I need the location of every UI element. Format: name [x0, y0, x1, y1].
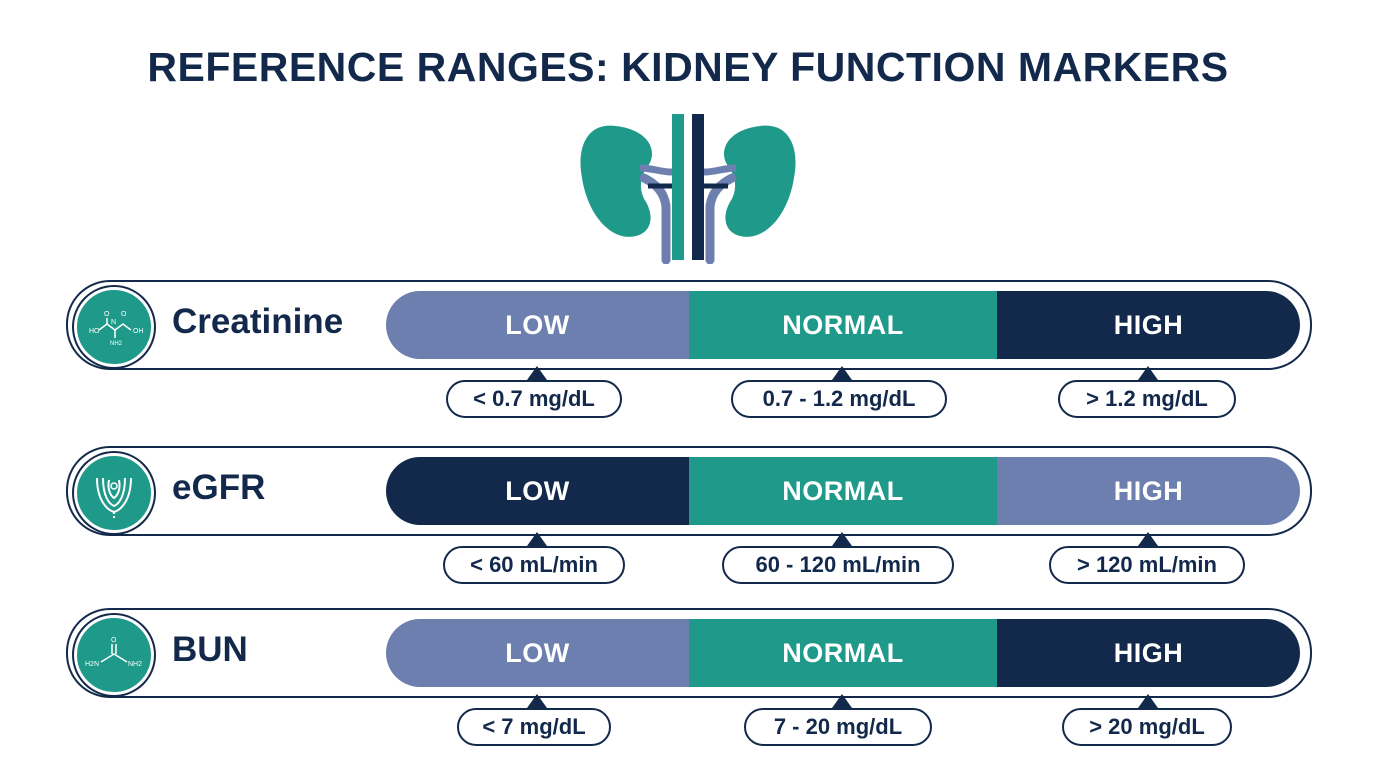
icon-label: O: [121, 311, 127, 318]
range-bar: LOW NORMAL HIGH: [386, 457, 1300, 525]
range-high: > 20 mg/dL: [1062, 708, 1232, 746]
segment-low: LOW: [386, 457, 689, 525]
range-normal: 60 - 120 mL/min: [722, 546, 954, 584]
marker-name: eGFR: [172, 468, 266, 507]
segment-normal: NORMAL: [689, 619, 997, 687]
marker-name: BUN: [172, 630, 248, 669]
range-bar: LOW NORMAL HIGH: [386, 291, 1300, 359]
icon-label: O: [104, 311, 110, 318]
icon-label: OH: [133, 328, 144, 335]
range-low: < 7 mg/dL: [457, 708, 611, 746]
range-low: < 60 mL/min: [443, 546, 625, 584]
pointer-low: [527, 694, 547, 708]
range-normal: 0.7 - 1.2 mg/dL: [731, 380, 947, 418]
creatinine-molecule-icon: HO N OH O NH2 O: [74, 287, 154, 367]
segment-normal: NORMAL: [689, 457, 997, 525]
segment-high: HIGH: [997, 619, 1300, 687]
segment-normal: NORMAL: [689, 291, 997, 359]
marker-row-creatinine: HO N OH O NH2 O Creatinine LOW NORMAL HI…: [66, 280, 1312, 418]
pointer-low: [527, 366, 547, 380]
range-normal: 7 - 20 mg/dL: [744, 708, 932, 746]
pointer-normal: [832, 532, 852, 546]
pointer-normal: [832, 366, 852, 380]
range-high: > 120 mL/min: [1049, 546, 1245, 584]
range-bar: LOW NORMAL HIGH: [386, 619, 1300, 687]
marker-row-egfr: eGFR LOW NORMAL HIGH < 60 mL/min 60 - 12…: [66, 446, 1312, 584]
icon-label: H2N: [85, 661, 99, 668]
pointer-high: [1138, 366, 1158, 380]
segment-low: LOW: [386, 619, 689, 687]
range-high: > 1.2 mg/dL: [1058, 380, 1236, 418]
icon-label: HO: [89, 328, 100, 335]
nephron-filter-icon: [74, 453, 154, 533]
page-title: REFERENCE RANGES: KIDNEY FUNCTION MARKER…: [147, 44, 1229, 90]
marker-name: Creatinine: [172, 302, 344, 341]
urea-molecule-icon: O H2N NH2: [74, 615, 154, 695]
pointer-low: [527, 532, 547, 546]
icon-label: NH2: [128, 661, 142, 668]
icon-label: N: [111, 319, 116, 326]
segment-high: HIGH: [997, 291, 1300, 359]
icon-label: O: [111, 637, 117, 644]
marker-row-bun: O H2N NH2 BUN LOW NORMAL HIGH < 7 mg/dL …: [66, 608, 1312, 746]
range-low: < 0.7 mg/dL: [446, 380, 622, 418]
segment-high: HIGH: [997, 457, 1300, 525]
row-frame: [66, 280, 1312, 370]
row-frame: [66, 446, 1312, 536]
pointer-normal: [832, 694, 852, 708]
kidneys-icon: [580, 114, 796, 264]
row-frame: [66, 608, 1312, 698]
segment-low: LOW: [386, 291, 689, 359]
pointer-high: [1138, 694, 1158, 708]
icon-label: NH2: [110, 341, 123, 347]
pointer-high: [1138, 532, 1158, 546]
